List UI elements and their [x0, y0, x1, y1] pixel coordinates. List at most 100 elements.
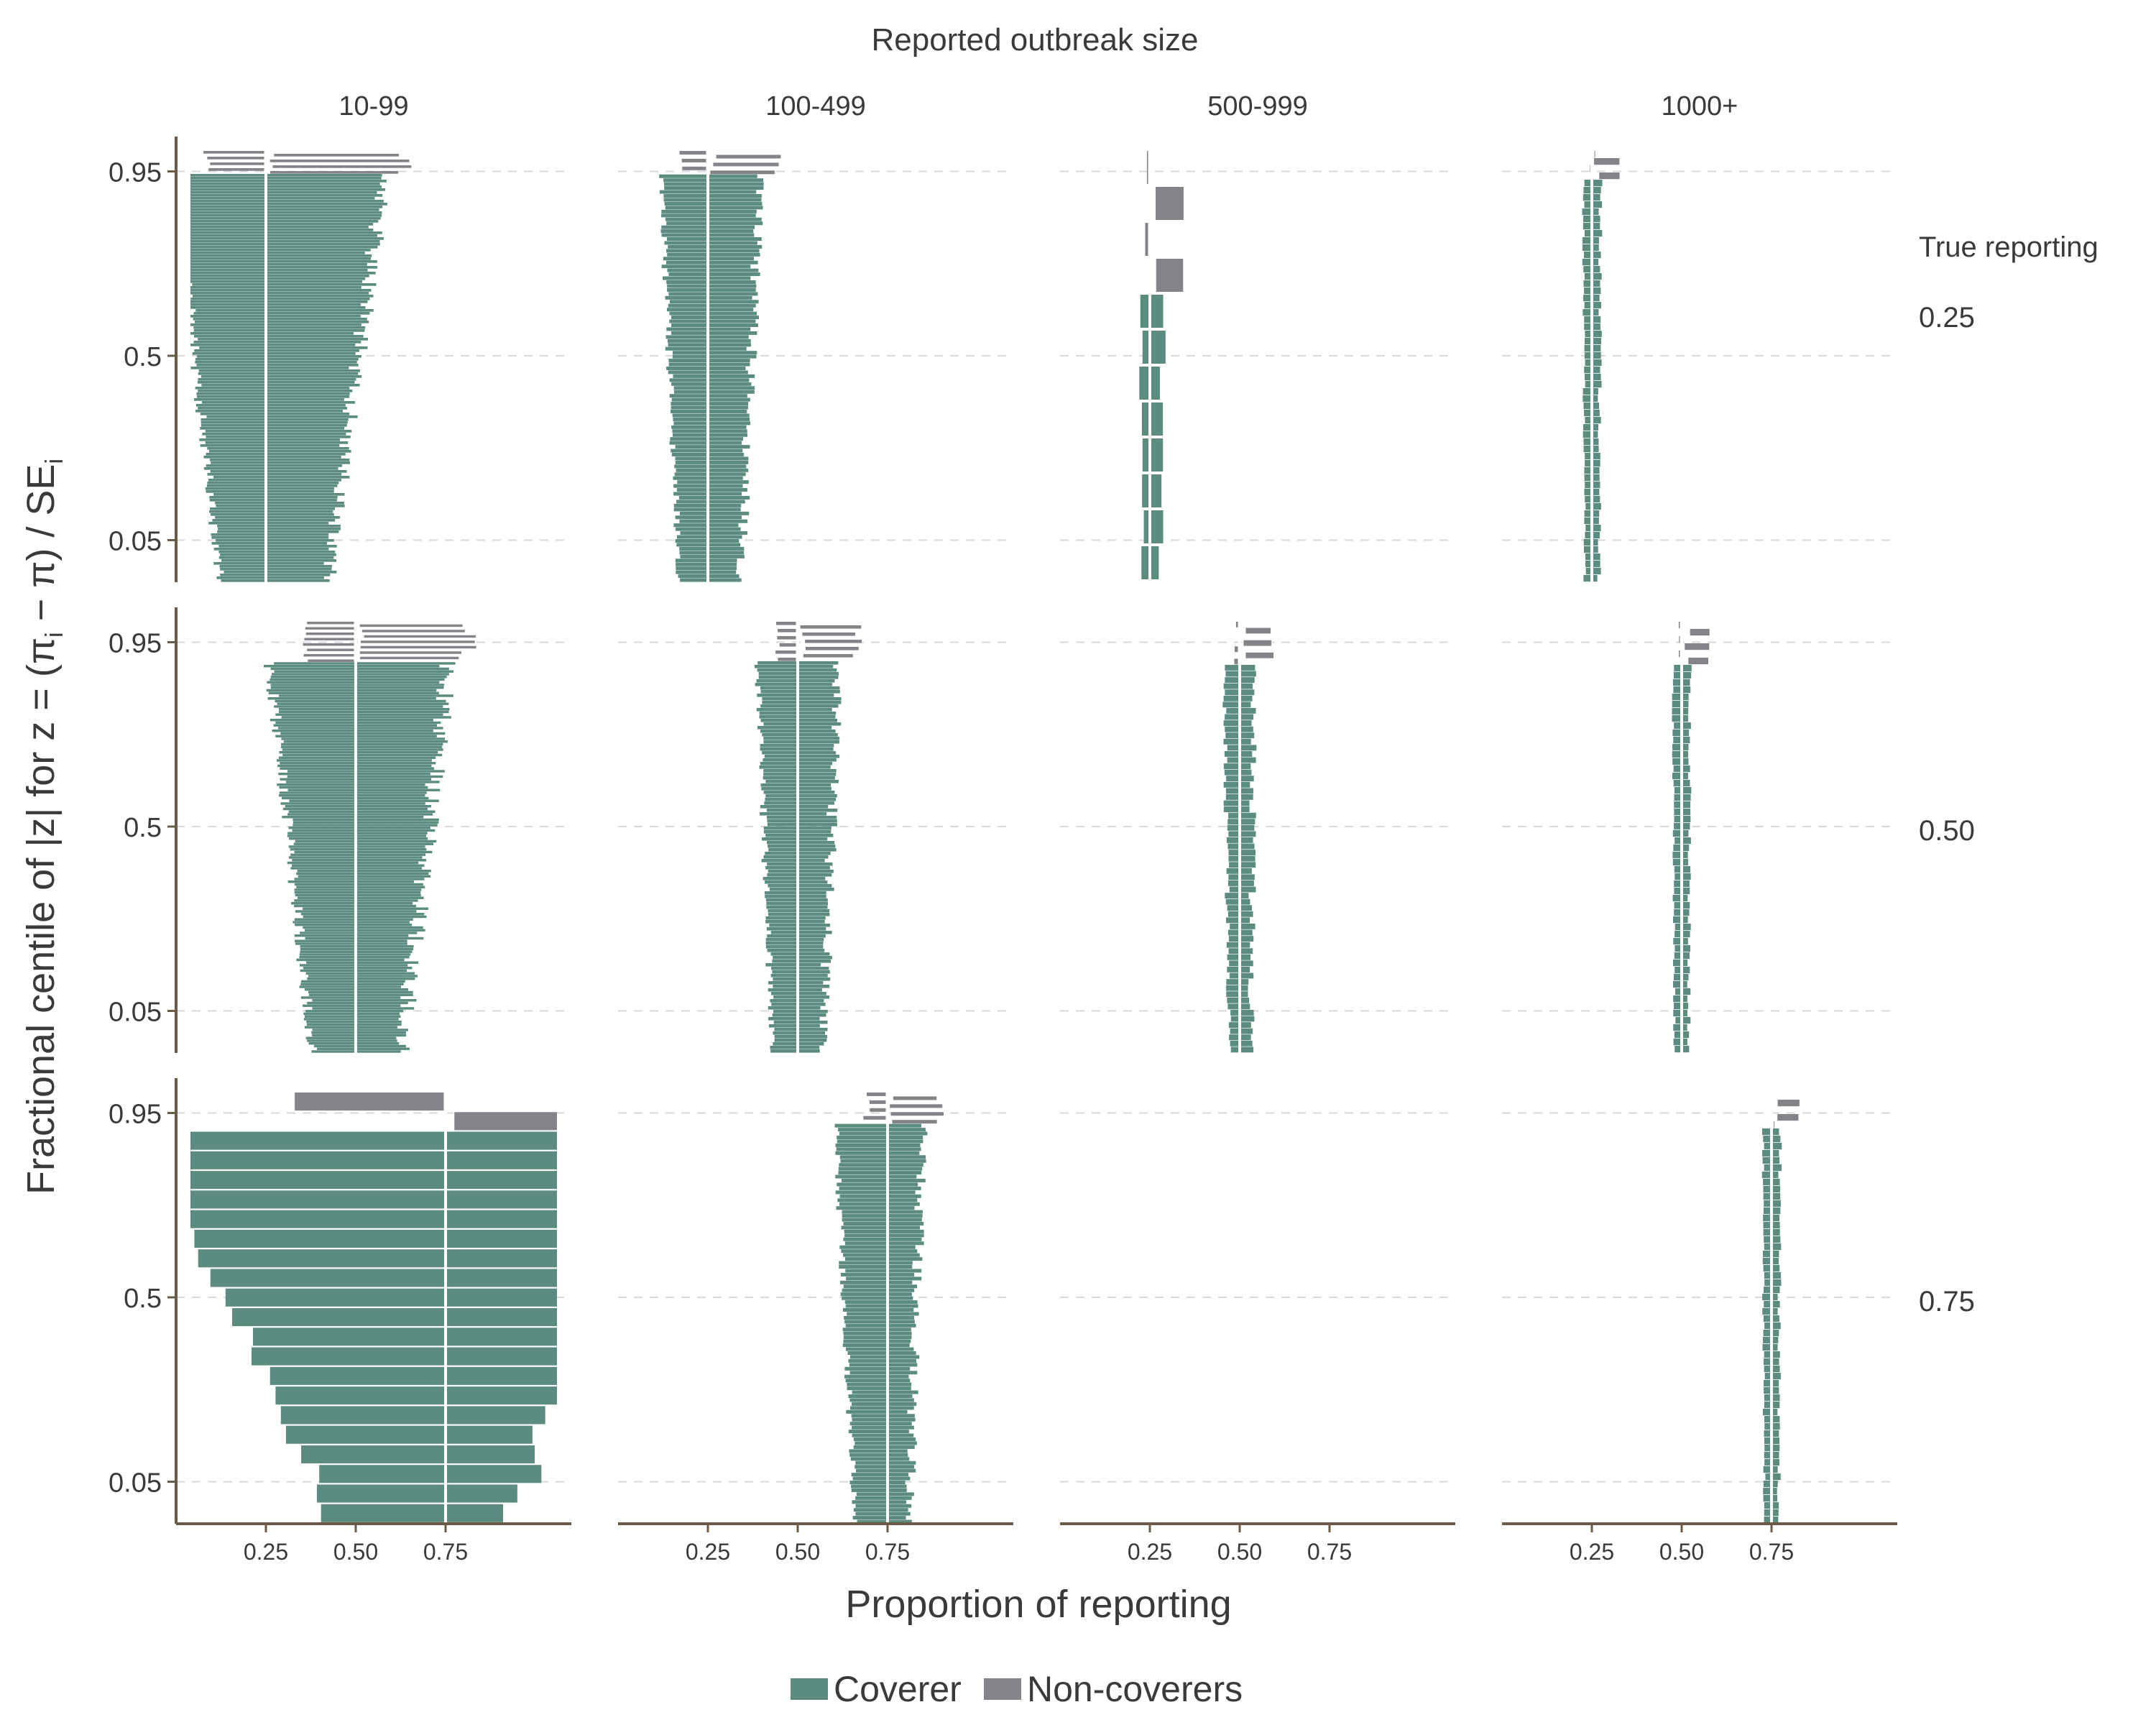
interval-bar	[278, 694, 453, 697]
interval-bar	[849, 1371, 918, 1375]
interval-bar	[199, 346, 368, 349]
interval-bar	[844, 1257, 923, 1261]
interval-bar	[294, 934, 409, 937]
interval-bar	[1228, 874, 1255, 880]
interval-bar	[308, 993, 413, 996]
interval-bar	[762, 733, 838, 737]
interval-bar	[765, 798, 837, 801]
interval-bar	[765, 880, 828, 884]
interval-bar	[218, 556, 334, 559]
interval-bar	[295, 939, 407, 942]
interval-bar	[303, 926, 423, 929]
interval-bar	[661, 264, 751, 269]
interval-bar	[1226, 917, 1250, 924]
interval-bar	[1222, 702, 1251, 708]
interval-bar	[667, 288, 756, 292]
interval-bar	[1223, 720, 1252, 727]
interval-bar	[1156, 259, 1184, 292]
interval-bar	[1146, 151, 1148, 184]
interval-bar	[287, 880, 415, 883]
interval-bar	[1672, 981, 1687, 988]
interval-bar	[297, 896, 424, 899]
interval-bar	[282, 753, 443, 757]
panel	[618, 144, 1013, 582]
interval-bar	[760, 762, 833, 765]
interval-bar	[216, 505, 345, 507]
legend: Coverer Non-coverers	[791, 1669, 1243, 1709]
interval-bar	[305, 1036, 397, 1039]
interval-bar	[679, 546, 745, 551]
interval-bar	[201, 421, 348, 424]
interval-bar	[844, 1315, 914, 1320]
interval-bar	[839, 1280, 913, 1284]
interval-bar	[1685, 643, 1710, 650]
interval-bar	[853, 1508, 908, 1512]
interval-bar	[866, 1092, 886, 1097]
interval-bar	[360, 640, 475, 643]
interval-bar	[870, 1108, 886, 1112]
interval-bar	[669, 441, 742, 445]
interval-bar	[296, 958, 405, 962]
interval-bar	[663, 182, 764, 186]
interval-bar	[190, 254, 372, 257]
interval-bar	[312, 1007, 415, 1010]
facet-panels	[176, 144, 1897, 1524]
interval-bar	[199, 438, 341, 441]
interval-bar	[664, 201, 763, 206]
interval-bar	[292, 829, 436, 832]
interval-bar	[209, 510, 333, 513]
interval-bar	[1672, 895, 1688, 902]
y-tick-label: 0.95	[109, 1100, 162, 1130]
interval-bar	[837, 1182, 918, 1187]
interval-bar	[839, 1202, 920, 1206]
interval-bar	[768, 848, 837, 852]
interval-bar	[196, 364, 359, 367]
interval-bar	[843, 1335, 912, 1340]
interval-bar	[190, 300, 368, 303]
interval-bar	[190, 275, 369, 277]
interval-bar	[274, 670, 454, 673]
interval-bar	[190, 1190, 557, 1209]
interval-bar	[847, 1382, 912, 1386]
interval-bar	[190, 286, 361, 289]
interval-bar	[287, 813, 433, 816]
interval-bar	[763, 773, 837, 776]
interval-bar	[190, 223, 374, 226]
interval-bar	[190, 289, 372, 292]
interval-bar	[307, 1039, 397, 1042]
interval-bar	[673, 390, 755, 394]
x-tick-label: 0.50	[1217, 1539, 1262, 1565]
interval-bar	[208, 479, 341, 482]
interval-bar	[843, 1237, 922, 1241]
interval-bar	[298, 875, 431, 878]
interval-bar	[275, 1386, 557, 1405]
interval-bar	[842, 1296, 913, 1300]
interval-bar	[769, 924, 831, 927]
interval-bar	[278, 756, 436, 759]
interval-bar	[303, 915, 427, 919]
interval-bar	[279, 794, 425, 797]
interval-bar	[1227, 819, 1256, 825]
interval-bar	[190, 306, 366, 309]
y-tick-label: 0.05	[109, 1468, 162, 1499]
interval-bar	[769, 888, 834, 891]
interval-bar	[282, 816, 424, 819]
interval-bar	[839, 1131, 928, 1136]
interval-bar	[220, 568, 332, 571]
x-tick-label: 0.75	[1307, 1539, 1352, 1565]
interval-bar	[287, 861, 419, 865]
interval-bar	[195, 404, 346, 407]
interval-bar	[1228, 855, 1256, 862]
interval-bar	[1228, 812, 1256, 819]
interval-bar	[893, 1096, 937, 1100]
interval-bar	[270, 719, 434, 722]
interval-bar	[1223, 806, 1250, 813]
interval-bar	[210, 162, 264, 165]
interval-bar	[768, 884, 832, 888]
interval-bar	[1235, 622, 1238, 627]
interval-bar	[1223, 800, 1250, 806]
interval-bar	[757, 726, 832, 730]
interval-bar	[211, 536, 329, 539]
interval-bar	[307, 1001, 408, 1005]
interval-bar	[674, 472, 746, 477]
